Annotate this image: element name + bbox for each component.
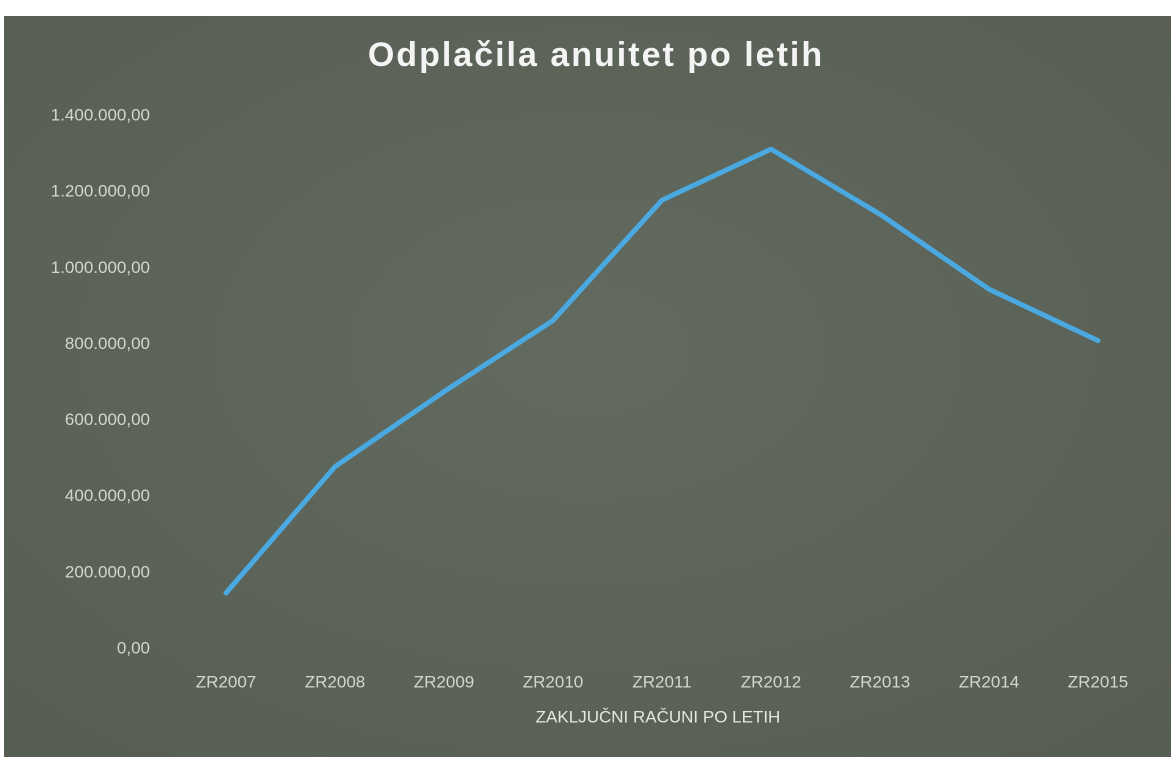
x-tick-label: ZR2011	[632, 672, 691, 691]
x-tick-label: ZR2014	[959, 672, 1019, 691]
x-tick-label: ZR2015	[1068, 672, 1128, 691]
y-tick-label: 200.000,00	[65, 562, 150, 581]
x-tick-label: ZR2007	[196, 672, 256, 691]
y-tick-label: 400.000,00	[65, 486, 150, 505]
data-line	[223, 146, 1101, 596]
chart-title: Odplačila anuitet po letih	[368, 36, 824, 74]
x-tick-label: ZR2013	[850, 672, 910, 691]
x-tick-label: ZR2010	[523, 672, 583, 691]
x-tick-label: ZR2009	[414, 672, 474, 691]
x-tick-label: ZR2008	[305, 672, 365, 691]
chart-background	[4, 16, 1171, 757]
y-tick-label: 600.000,00	[65, 410, 150, 429]
y-tick-label: 800.000,00	[65, 334, 150, 353]
x-axis-title: ZAKLJUČNI RAČUNI PO LETIH	[536, 707, 781, 726]
y-tick-label: 1.400.000,00	[51, 105, 150, 124]
y-tick-label: 1.200.000,00	[51, 182, 150, 201]
x-tick-label: ZR2012	[741, 672, 801, 691]
y-tick-label: 0,00	[117, 638, 150, 657]
y-tick-label: 1.000.000,00	[51, 258, 150, 277]
